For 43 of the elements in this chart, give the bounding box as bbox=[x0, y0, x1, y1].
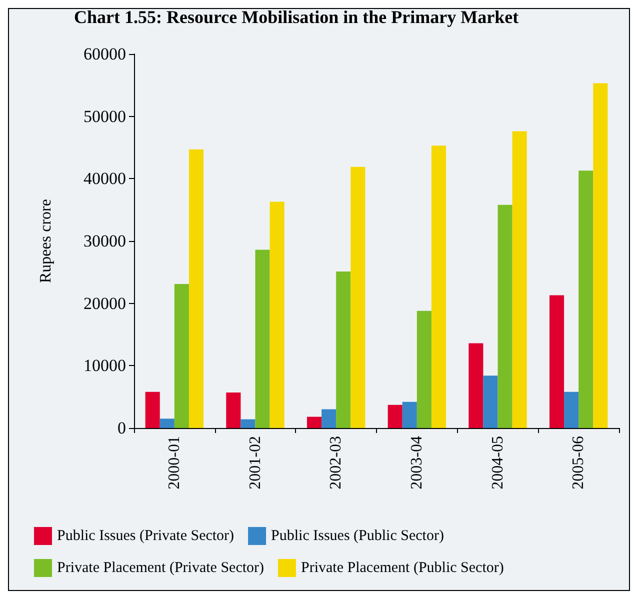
bar bbox=[578, 170, 594, 428]
bar bbox=[174, 284, 189, 428]
bar bbox=[226, 392, 241, 428]
bar bbox=[145, 392, 160, 428]
bar bbox=[564, 392, 579, 428]
bar bbox=[402, 402, 417, 428]
bar bbox=[336, 272, 351, 428]
y-tick-label: 40000 bbox=[84, 169, 126, 188]
legend-label: Private Placement (Private Sector) bbox=[57, 560, 264, 576]
bar bbox=[350, 166, 366, 428]
x-tick-label: 2000-01 bbox=[166, 436, 183, 490]
bar bbox=[431, 146, 446, 428]
y-tick-label: 20000 bbox=[84, 294, 126, 313]
bar bbox=[306, 416, 322, 428]
x-tick-label: 2001-02 bbox=[246, 436, 264, 490]
bar bbox=[468, 343, 484, 428]
bar bbox=[240, 419, 256, 428]
bar bbox=[416, 310, 432, 428]
chart-title: Chart 1.55: Resource Mobilisation in the Primary Market bbox=[74, 7, 519, 27]
bar bbox=[160, 418, 174, 428]
bar bbox=[483, 376, 498, 428]
legend-label: Public Issues (Private Sector) bbox=[57, 528, 234, 544]
x-tick-label: 2005-06 bbox=[570, 436, 588, 490]
bar bbox=[388, 404, 402, 428]
bar bbox=[498, 204, 512, 428]
bar bbox=[549, 295, 564, 428]
y-axis-title: Rupees crore bbox=[38, 199, 54, 283]
y-tick-label: 50000 bbox=[84, 106, 126, 126]
bar bbox=[188, 149, 204, 428]
legend-label: Private Placement (Public Sector) bbox=[301, 560, 504, 576]
legend-label: Public Issues (Public Sector) bbox=[271, 528, 444, 544]
bar bbox=[593, 83, 608, 428]
y-tick-label: 30000 bbox=[84, 232, 126, 250]
bar bbox=[270, 202, 284, 428]
y-tick-label: 60000 bbox=[84, 44, 126, 64]
bar bbox=[255, 250, 270, 428]
bar bbox=[512, 131, 527, 428]
x-tick-label: 2002-03 bbox=[328, 436, 345, 490]
x-tick-label: 2003-04 bbox=[408, 436, 426, 490]
x-tick-label: 2004-05 bbox=[489, 436, 506, 490]
bar bbox=[322, 409, 336, 428]
y-tick-label: 10000 bbox=[84, 356, 126, 376]
y-tick-label: 0 bbox=[118, 418, 126, 438]
